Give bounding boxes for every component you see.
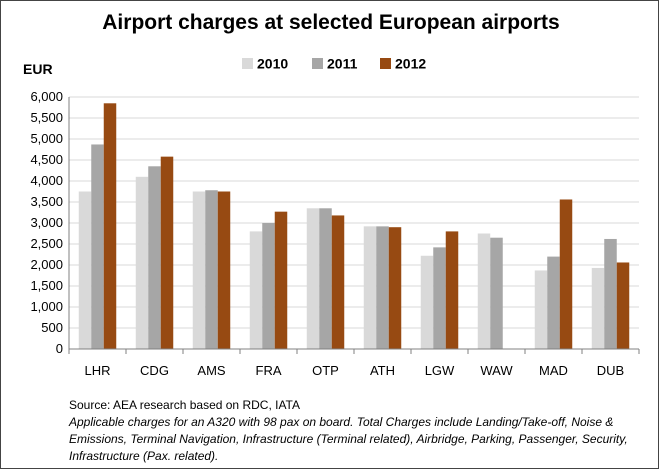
bar-dub-2011 <box>604 238 617 349</box>
bar-ath-2010 <box>363 226 377 349</box>
y-tick-label: 4,500 <box>30 152 63 167</box>
legend: 2010 2011 2012 <box>242 56 426 72</box>
x-tick-label-ath: ATH <box>370 363 395 378</box>
legend-swatch-2010 <box>242 58 253 69</box>
bar-waw-2010 <box>477 233 491 349</box>
bar-mad-2011 <box>547 256 560 349</box>
bar-fra-2011 <box>262 223 275 349</box>
bar-fra-2012 <box>274 211 288 349</box>
x-tick-label-dub: DUB <box>597 363 624 378</box>
x-tick-label-waw: WAW <box>480 363 513 378</box>
y-tick-label: 5,500 <box>30 110 63 125</box>
bar-lhr-2011 <box>91 144 104 349</box>
bar-dub-2012 <box>616 262 630 349</box>
source-note: Source: AEA research based on RDC, IATA … <box>69 397 649 465</box>
y-tick-label: 2,500 <box>30 236 63 251</box>
bar-otp-2011 <box>319 208 332 349</box>
x-tick-label-lgw: LGW <box>425 363 455 378</box>
chart-title: Airport charges at selected European air… <box>102 11 559 34</box>
legend-swatch-2012 <box>380 58 391 69</box>
bar-fra-2010 <box>249 231 263 349</box>
bar-otp-2010 <box>306 208 320 349</box>
y-tick-label: 2,000 <box>30 257 63 272</box>
x-tick-label-cdg: CDG <box>140 363 169 378</box>
y-tick-label: 3,000 <box>30 215 63 230</box>
bar-cdg-2012 <box>160 156 174 349</box>
bar-waw-2011 <box>490 237 503 349</box>
bar-otp-2012 <box>331 215 345 349</box>
bar-lgw-2010 <box>420 255 434 349</box>
bar-ams-2011 <box>205 190 218 349</box>
bar-dub-2010 <box>591 267 605 349</box>
y-tick-label: 0 <box>56 341 63 356</box>
y-axis-label: EUR <box>23 61 53 77</box>
legend-label-2012: 2012 <box>395 56 426 72</box>
bar-lgw-2011 <box>433 247 446 349</box>
x-tick-label-lhr: LHR <box>84 363 110 378</box>
y-tick-label: 4,000 <box>30 173 63 188</box>
x-tick-label-fra: FRA <box>256 363 282 378</box>
bar-cdg-2010 <box>135 176 149 349</box>
bar-ams-2012 <box>217 191 231 349</box>
y-tick-labels: 0 500 1,000 1,500 2,000 2,500 3,000 3,500 4,000 4… <box>30 89 63 356</box>
charges-note: Applicable charges for an A320 with 98 p… <box>69 415 628 463</box>
legend-label-2011: 2011 <box>327 56 358 72</box>
bar-cdg-2011 <box>148 166 161 349</box>
y-tick-label: 3,500 <box>30 194 63 209</box>
bar-mad-2010 <box>534 270 548 349</box>
bar-lhr-2012 <box>103 103 117 349</box>
bar-mad-2012 <box>559 199 573 349</box>
y-tick-label: 1,500 <box>30 278 63 293</box>
axes <box>68 97 640 354</box>
bars <box>78 103 630 349</box>
legend-swatch-2011 <box>312 58 323 69</box>
x-tick-label-ams: AMS <box>197 363 226 378</box>
x-tick-label-otp: OTP <box>312 363 339 378</box>
y-tick-label: 5,000 <box>30 131 63 146</box>
bar-ath-2012 <box>388 227 402 349</box>
bar-ams-2010 <box>192 191 206 349</box>
y-tick-label: 500 <box>41 320 63 335</box>
x-tick-labels: LHR CDG AMS FRA OTP ATH LGW WAW MAD DUB <box>84 363 624 378</box>
bar-ath-2011 <box>376 226 389 349</box>
y-tick-label: 6,000 <box>30 89 63 104</box>
x-tick-label-mad: MAD <box>539 363 568 378</box>
bar-lgw-2012 <box>445 231 459 349</box>
source-line: Source: AEA research based on RDC, IATA <box>69 398 300 412</box>
legend-label-2010: 2010 <box>257 56 288 72</box>
bar-lhr-2010 <box>78 191 92 349</box>
y-tick-label: 1,000 <box>30 299 63 314</box>
